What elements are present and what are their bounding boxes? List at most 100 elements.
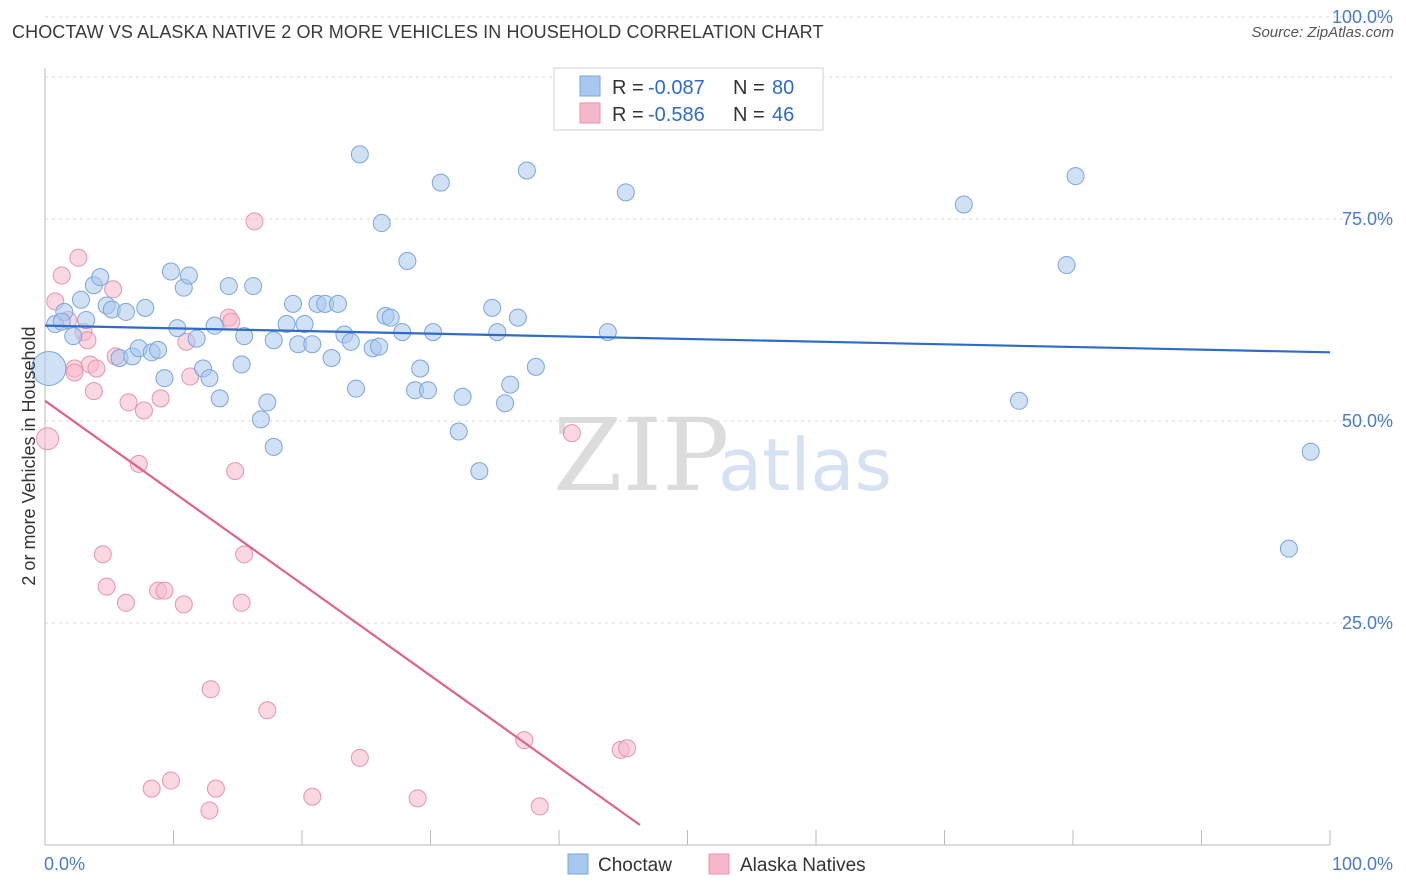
choctaw-point bbox=[328, 294, 347, 313]
y-axis-title: 2 or more Vehicles in Household bbox=[19, 326, 39, 585]
choctaw-point bbox=[1066, 167, 1085, 186]
y-tick-label: 100.0% bbox=[1332, 7, 1393, 27]
alaska-point bbox=[97, 577, 116, 596]
choctaw-point bbox=[91, 268, 110, 287]
choctaw-point bbox=[264, 331, 283, 350]
choctaw-point bbox=[616, 183, 635, 202]
y-tick-labels: 100.0% 75.0% 50.0% 25.0% bbox=[1332, 7, 1393, 633]
choctaw-point bbox=[161, 262, 180, 281]
choctaw-point bbox=[284, 294, 303, 313]
choctaw-trend-line bbox=[44, 324, 1331, 354]
alaska-point bbox=[235, 545, 254, 564]
alaska-point bbox=[155, 581, 174, 600]
alaska-point bbox=[174, 595, 193, 614]
alaska-point bbox=[142, 779, 161, 798]
trend-lines bbox=[44, 324, 1331, 826]
choctaw-point bbox=[453, 387, 472, 406]
alaska-point bbox=[52, 266, 71, 285]
alaska-point bbox=[129, 454, 148, 473]
choctaw-point bbox=[277, 315, 296, 334]
alaska-point bbox=[350, 748, 369, 767]
alaska-point bbox=[87, 359, 106, 378]
alaska-point bbox=[161, 771, 180, 790]
bottom-legend-swatch-alaska bbox=[708, 853, 730, 875]
choctaw-point bbox=[381, 308, 400, 327]
choctaw-point bbox=[52, 312, 71, 331]
alaska-point bbox=[232, 593, 251, 612]
choctaw-point bbox=[411, 359, 430, 378]
choctaw-point bbox=[372, 214, 391, 233]
alaska-point bbox=[226, 462, 245, 481]
choctaw-point bbox=[483, 298, 502, 317]
choctaw-point bbox=[370, 337, 389, 356]
legend-swatch-choctaw bbox=[579, 75, 601, 97]
choctaw-points bbox=[31, 145, 1320, 558]
alaska-point bbox=[93, 545, 112, 564]
choctaw-point bbox=[470, 462, 489, 481]
x-tick-labels: 0.0% 100.0% bbox=[44, 854, 1393, 874]
bottom-legend-swatch-choctaw bbox=[567, 853, 589, 875]
legend-r-label-1: R = bbox=[612, 77, 644, 99]
x-tick-label: 100.0% bbox=[1332, 854, 1393, 874]
choctaw-point bbox=[488, 323, 507, 342]
bottom-legend: Choctaw Alaska Natives bbox=[567, 853, 866, 876]
legend-n-label-2: N = bbox=[733, 104, 765, 126]
alaska-point bbox=[530, 797, 549, 816]
alaska-point bbox=[618, 739, 637, 758]
alaska-point bbox=[65, 363, 84, 382]
choctaw-point bbox=[398, 252, 417, 271]
choctaw-point bbox=[179, 266, 198, 285]
choctaw-point bbox=[64, 327, 83, 346]
alaska-point bbox=[408, 789, 427, 808]
alaska-point bbox=[206, 779, 225, 798]
choctaw-point bbox=[116, 302, 135, 321]
choctaw-point bbox=[251, 410, 270, 429]
alaska-trend-line bbox=[44, 399, 641, 826]
alaska-points bbox=[36, 212, 637, 820]
alaska-point bbox=[84, 382, 103, 401]
alaska-point bbox=[104, 280, 123, 299]
alaska-point bbox=[119, 393, 138, 412]
choctaw-point bbox=[350, 145, 369, 164]
y-tick-label: 25.0% bbox=[1342, 613, 1393, 633]
choctaw-point bbox=[346, 379, 365, 398]
alaska-point bbox=[181, 367, 200, 386]
choctaw-point bbox=[1279, 539, 1298, 558]
alaska-point bbox=[36, 427, 60, 451]
legend-n-value-1: 80 bbox=[772, 77, 794, 99]
choctaw-point bbox=[136, 298, 155, 317]
choctaw-point bbox=[149, 340, 168, 359]
chart-title: CHOCTAW VS ALASKA NATIVE 2 OR MORE VEHIC… bbox=[12, 22, 824, 42]
choctaw-point bbox=[517, 161, 536, 180]
choctaw-point bbox=[235, 327, 254, 346]
y-tick-label: 50.0% bbox=[1342, 411, 1393, 431]
choctaw-point bbox=[341, 332, 360, 351]
choctaw-point bbox=[501, 375, 520, 394]
choctaw-point bbox=[219, 277, 238, 296]
alaska-point bbox=[562, 424, 581, 443]
choctaw-point bbox=[322, 348, 341, 367]
choctaw-point bbox=[954, 195, 973, 214]
alaska-point bbox=[245, 212, 264, 231]
choctaw-point bbox=[431, 173, 450, 192]
choctaw-point bbox=[71, 290, 90, 309]
choctaw-point bbox=[1010, 391, 1029, 410]
legend: R = -0.087 N = 80 R = -0.586 N = 46 bbox=[553, 67, 824, 131]
choctaw-point bbox=[264, 437, 283, 456]
alaska-point bbox=[134, 401, 153, 420]
legend-n-label-1: N = bbox=[733, 77, 765, 99]
alaska-point bbox=[222, 312, 241, 331]
choctaw-point bbox=[77, 311, 96, 329]
legend-swatch-alaska bbox=[579, 102, 601, 124]
alaska-point bbox=[151, 389, 170, 408]
choctaw-point bbox=[526, 357, 545, 376]
choctaw-point bbox=[424, 323, 443, 342]
alaska-point bbox=[201, 680, 220, 699]
choctaw-point bbox=[232, 355, 251, 374]
alaska-point bbox=[303, 787, 322, 806]
axes bbox=[44, 68, 1331, 846]
alaska-point bbox=[200, 801, 219, 820]
choctaw-point bbox=[418, 381, 437, 400]
watermark-zip: ZIP bbox=[553, 397, 729, 514]
